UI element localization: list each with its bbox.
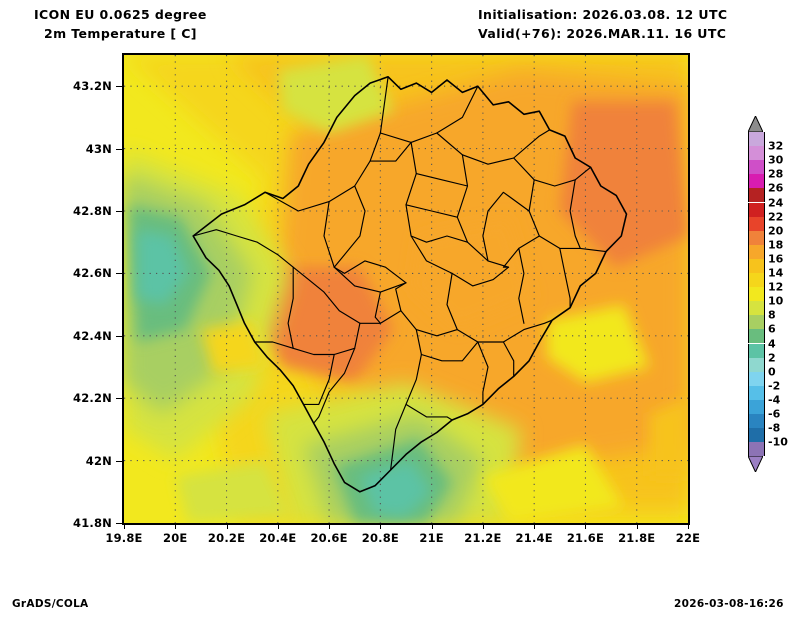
colorbar-cell bbox=[748, 146, 765, 161]
valid-time: Valid(+76): 2026.MAR.11. 16 UTC bbox=[478, 26, 727, 41]
y-axis-label: 42.8N bbox=[73, 204, 112, 218]
colorbar-label: 20 bbox=[768, 224, 784, 238]
colorbar-label: 22 bbox=[768, 210, 784, 224]
colorbar-cell bbox=[748, 371, 765, 386]
y-axis-label: 43.2N bbox=[73, 79, 112, 94]
colorbar-label: 26 bbox=[768, 181, 784, 195]
colorbar-cell bbox=[748, 399, 765, 414]
colorbar-label: 18 bbox=[768, 238, 784, 252]
colorbar-cell bbox=[748, 258, 765, 273]
x-axis-label: 19.8E bbox=[105, 531, 143, 545]
x-axis-label: 20E bbox=[163, 531, 188, 545]
colorbar-cell bbox=[748, 174, 765, 189]
temperature-field bbox=[124, 55, 688, 523]
y-axis-tick bbox=[116, 460, 122, 462]
colorbar-label: -2 bbox=[768, 379, 781, 393]
model-title: ICON EU 0.0625 degree bbox=[34, 7, 207, 22]
colorbar-cell bbox=[748, 287, 765, 302]
y-axis-tick bbox=[116, 398, 122, 400]
x-axis-label: 21.2E bbox=[464, 531, 502, 545]
x-axis-tick bbox=[636, 523, 638, 529]
colorbar-cell bbox=[748, 442, 765, 457]
colorbar-label: 24 bbox=[768, 196, 784, 209]
y-axis-tick bbox=[116, 273, 122, 275]
colorbar-label: 10 bbox=[768, 294, 784, 308]
colorbar-cell bbox=[748, 230, 765, 245]
y-axis-tick bbox=[116, 335, 122, 337]
x-axis-tick bbox=[585, 523, 587, 529]
colorbar-label: -6 bbox=[768, 407, 781, 421]
colorbar-over-arrow-icon bbox=[747, 114, 764, 133]
x-axis-tick bbox=[329, 523, 331, 529]
x-axis-label: 20.4E bbox=[259, 531, 297, 545]
colorbar-label: 0 bbox=[768, 365, 776, 379]
y-axis-tick bbox=[116, 211, 122, 212]
colorbar-cell bbox=[748, 385, 765, 400]
y-axis-label: 42.2N bbox=[73, 391, 112, 406]
x-axis-label: 21.6E bbox=[566, 531, 605, 545]
colorbar: 32 30 28 26 24 22 20 18 16 14 12 10 8 6 4 2 0 -2 -4 -6 -8 -10 bbox=[744, 114, 788, 474]
colorbar-under-arrow-icon bbox=[747, 455, 764, 474]
x-axis-label: 20.8E bbox=[361, 531, 399, 545]
colorbar-label: 14 bbox=[768, 266, 784, 280]
y-axis-label: 41.8N bbox=[73, 516, 112, 530]
x-axis-tick bbox=[226, 523, 228, 529]
y-axis-label: 42.4N bbox=[73, 328, 112, 343]
colorbar-cell bbox=[748, 343, 765, 358]
colorbar-cell bbox=[748, 132, 765, 147]
map-plot-area: 19.8E 20E 20.2E 20.4E 20.6E 20.8E 21E 21.2E 21.4… bbox=[73, 53, 700, 545]
colorbar-label: -10 bbox=[768, 435, 788, 449]
colorbar-label: -4 bbox=[768, 393, 781, 407]
y-axis-tick bbox=[116, 86, 122, 88]
x-axis-label: 21.4E bbox=[515, 531, 553, 545]
x-axis-tick bbox=[482, 523, 484, 529]
colorbar-cell bbox=[748, 216, 765, 231]
colorbar-cell bbox=[748, 273, 765, 288]
colorbar-cell bbox=[748, 160, 765, 175]
colorbar-label: 8 bbox=[768, 308, 776, 322]
colorbar-label: 2 bbox=[768, 351, 776, 365]
y-axis-tick bbox=[116, 148, 122, 150]
x-axis-tick bbox=[277, 523, 279, 529]
variable-title: 2m Temperature [ C] bbox=[44, 26, 197, 41]
x-axis-label: 21.8E bbox=[618, 531, 656, 545]
colorbar-cell bbox=[748, 414, 765, 429]
colorbar-label: 32 bbox=[768, 139, 784, 153]
colorbar-cell bbox=[748, 357, 765, 372]
x-axis-tick bbox=[534, 523, 536, 529]
x-axis-label: 20.2E bbox=[207, 531, 246, 545]
colorbar-label: 30 bbox=[768, 153, 784, 167]
colorbar-label: 16 bbox=[768, 252, 784, 266]
y-axis-label: 43N bbox=[85, 141, 112, 156]
colorbar-cell bbox=[748, 329, 765, 344]
colorbar-label: 6 bbox=[768, 322, 776, 336]
x-axis-tick bbox=[175, 523, 177, 529]
colorbar-cell bbox=[748, 188, 765, 203]
producer-label: GrADS/COLA bbox=[12, 598, 89, 610]
colorbar-cell bbox=[748, 315, 765, 330]
initialisation-time: Initialisation: 2026.03.08. 12 UTC bbox=[478, 7, 728, 22]
colorbar-cell bbox=[748, 301, 765, 316]
colorbar-label: 4 bbox=[768, 337, 776, 350]
y-axis-tick bbox=[116, 523, 122, 524]
render-timestamp: 2026-03-08-16:26 bbox=[674, 598, 784, 610]
x-axis-label: 21E bbox=[419, 531, 444, 545]
x-axis-tick bbox=[124, 523, 125, 529]
colorbar-label: 28 bbox=[768, 167, 784, 181]
colorbar-cell bbox=[748, 244, 765, 259]
colorbar-cell bbox=[748, 202, 765, 217]
map-frame bbox=[122, 53, 690, 525]
x-axis-tick bbox=[380, 523, 382, 529]
colorbar-label: 12 bbox=[768, 280, 784, 294]
colorbar-cell bbox=[748, 428, 765, 443]
x-axis-label: 22E bbox=[675, 531, 701, 545]
y-axis-label: 42.6N bbox=[73, 266, 112, 281]
x-axis-tick bbox=[431, 523, 433, 529]
x-axis-label: 20.6E bbox=[310, 531, 348, 545]
y-axis-label: 42N bbox=[85, 453, 112, 468]
colorbar-label: -8 bbox=[768, 421, 781, 435]
x-axis-tick bbox=[688, 523, 689, 529]
